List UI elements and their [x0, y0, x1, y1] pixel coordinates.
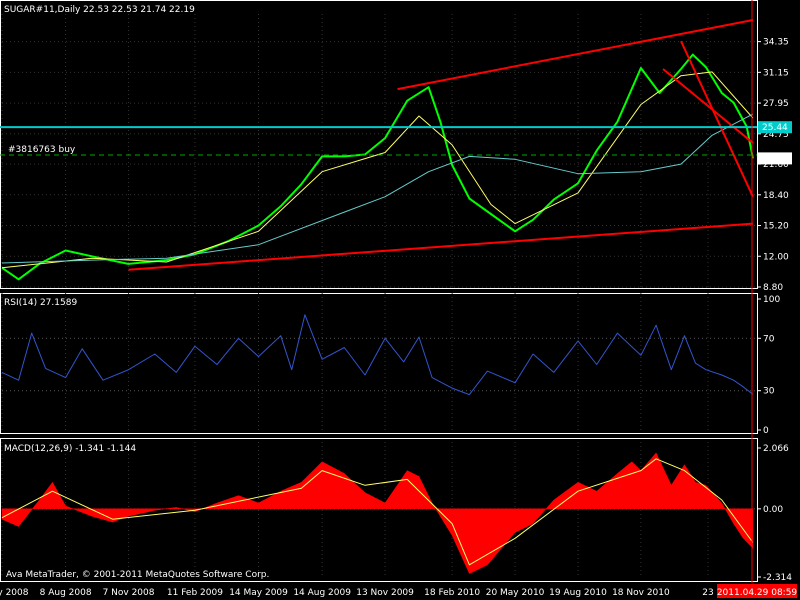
trendline: [680, 40, 754, 198]
x-tick-label: 8 Aug 2008: [40, 588, 92, 598]
cursor-date-label: 2011.04.29 08:59: [717, 588, 798, 598]
series-line-0-2: [1, 113, 754, 264]
level-tag: [758, 121, 792, 134]
x-tick-label: 23: [702, 588, 713, 598]
trendline: [397, 19, 754, 91]
series-line-1-0: [1, 314, 754, 396]
price-tag-label: 22.19: [762, 154, 788, 164]
y-tick-label: 0: [763, 426, 769, 436]
y-tick-label: 12.00: [763, 252, 789, 262]
x-tick-label: 18 Nov 2010: [612, 588, 670, 598]
rsi-pane-title: RSI(14) 27.1589: [4, 298, 77, 308]
x-tick-label: 19 Aug 2010: [549, 588, 607, 598]
y-tick-label: 24.75: [763, 130, 789, 140]
y-tick-label: 34.35: [763, 38, 789, 48]
series-line-2-1: [1, 458, 754, 566]
x-tick-label: 7 Nov 2008: [103, 588, 155, 598]
price-tag: [758, 152, 792, 165]
y-tick-label: 70: [763, 334, 775, 344]
x-tick-label: 8 May 2008: [0, 588, 29, 598]
x-tick-label: 14 Aug 2009: [293, 588, 351, 598]
series-line-0-1: [1, 71, 754, 269]
trendline: [662, 68, 754, 144]
y-tick-label: 100: [763, 295, 780, 305]
rsi-pane-frame: [0, 293, 758, 434]
macd-histogram-area: [1, 452, 754, 574]
y-tick-label: 8.80: [763, 283, 783, 293]
x-tick-label: 14 May 2009: [229, 588, 288, 598]
price-pane-title: SUGAR#11,Daily 22.53 22.53 21.74 22.19: [4, 5, 195, 15]
order-annotation: #3816763 buy: [8, 145, 76, 155]
x-tick-label: 13 Nov 2009: [356, 588, 414, 598]
cursor-date-tag: [717, 584, 797, 598]
y-tick-label: 0.00: [763, 505, 783, 515]
y-tick-label: 18.40: [763, 191, 789, 201]
y-tick-label: 31.15: [763, 68, 789, 78]
macd-pane-title: MACD(12,26,9) -1.341 -1.144: [4, 444, 136, 454]
x-tick-label: 11 Feb 2009: [167, 588, 223, 598]
y-tick-label: 21.60: [763, 160, 789, 170]
level-tag-label: 25.44: [762, 123, 788, 133]
y-tick-label: -2.314: [763, 573, 792, 583]
price-pane-frame: [0, 0, 758, 289]
y-tick-label: 30: [763, 387, 775, 397]
y-tick-label: 2.066: [763, 444, 789, 454]
x-tick-label: 20 May 2010: [486, 588, 545, 598]
series-line-0-0: [1, 53, 754, 281]
y-tick-label: 27.95: [763, 99, 789, 109]
x-tick-label: 18 Feb 2010: [424, 588, 480, 598]
footer-copyright: Ava MetaTrader, © 2001-2011 MetaQuotes S…: [6, 570, 269, 580]
trendline: [128, 222, 753, 271]
y-tick-label: 15.20: [763, 222, 789, 232]
